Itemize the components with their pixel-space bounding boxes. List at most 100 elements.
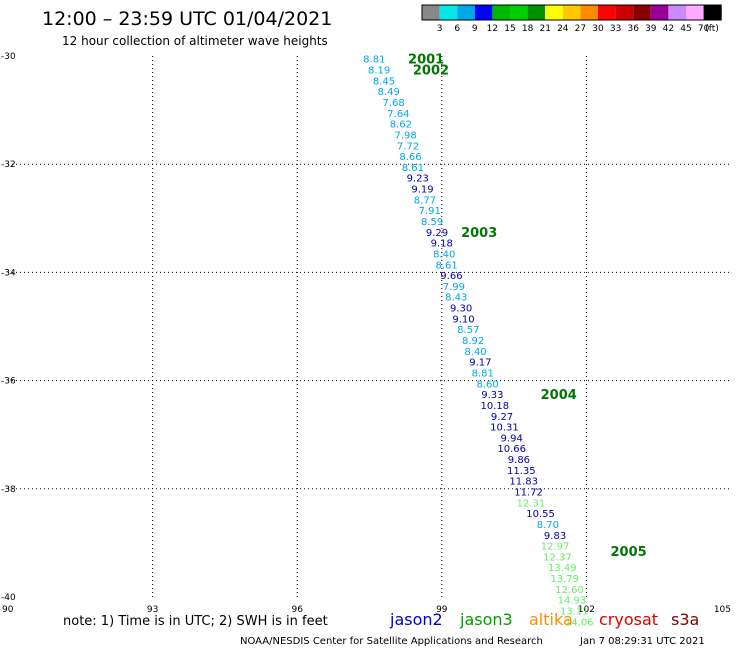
y-tick-label: -30 <box>1 52 16 62</box>
pass-time-label: 2003 <box>461 226 497 241</box>
x-tick-label: 90 <box>2 605 14 615</box>
colorbar-label: 70 <box>698 24 710 34</box>
data-points: 8.818.198.458.497.687.648.627.987.728.66… <box>363 55 593 629</box>
legend-jason2: jason2 <box>389 610 443 629</box>
wave-height-label: 7.99 <box>443 282 465 293</box>
footer-note: note: 1) Time is in UTC; 2) SWH is in fe… <box>63 614 328 629</box>
wave-height-label: 7.98 <box>395 130 417 141</box>
wave-height-label: 9.30 <box>450 304 472 315</box>
wave-height-label: 9.10 <box>452 314 474 325</box>
colorbar-swatch <box>668 5 686 20</box>
colorbar-label: 9 <box>472 24 478 34</box>
wave-height-label: 9.86 <box>508 455 530 466</box>
wave-height-label: 9.29 <box>426 228 448 239</box>
colorbar-unit: (ft) <box>705 24 719 34</box>
x-tick-label: 105 <box>714 605 731 615</box>
wave-height-label: 8.81 <box>363 55 385 66</box>
colorbar-frame <box>421 4 722 21</box>
wave-height-label: 8.40 <box>464 347 486 358</box>
wave-height-label: 12.31 <box>517 498 546 509</box>
colorbar-swatch <box>703 5 722 20</box>
y-tick-label: -38 <box>1 485 16 495</box>
wave-height-label: 11.72 <box>514 488 543 499</box>
wave-height-label: 8.40 <box>433 249 455 260</box>
colorbar-label: 21 <box>539 24 550 34</box>
wave-height-label: 7.68 <box>382 98 404 109</box>
colorbar-swatch <box>492 5 510 20</box>
wave-height-label: 12.60 <box>555 585 584 596</box>
footer-credit: NOAA/NESDIS Center for Satellite Applica… <box>240 636 543 647</box>
pass-time-label: 2005 <box>611 545 647 560</box>
y-tick-label: -40 <box>1 593 16 603</box>
wave-height-label: 7.91 <box>419 206 441 217</box>
wave-height-label: 9.66 <box>440 271 462 282</box>
y-tick-label: -34 <box>1 268 16 278</box>
wave-height-label: 12.97 <box>541 542 570 553</box>
colorbar-swatch <box>686 5 704 20</box>
colorbar-label: 33 <box>610 24 621 34</box>
wave-height-label: 9.23 <box>407 174 429 185</box>
wave-height-label: 9.19 <box>411 185 433 196</box>
wave-height-label: 7.72 <box>397 141 419 152</box>
legend-altika: altika <box>529 610 573 629</box>
wave-height-label: 8.45 <box>373 76 395 87</box>
colorbar-swatch <box>422 5 440 20</box>
colorbar-swatch <box>562 5 581 20</box>
wave-height-label: 8.60 <box>476 379 498 390</box>
wave-height-label: 8.81 <box>472 368 494 379</box>
wave-height-label: 11.83 <box>509 477 538 488</box>
chart-title: 12:00 – 23:59 UTC 01/04/2021 <box>42 8 332 30</box>
wave-height-label: 8.66 <box>399 152 421 163</box>
colorbar-swatch <box>580 5 598 20</box>
x-tick-label: 96 <box>291 605 303 615</box>
wave-height-label: 9.94 <box>501 433 523 444</box>
wave-height-label: 8.19 <box>368 66 390 77</box>
y-tick-label: -32 <box>1 160 16 170</box>
axis-ticks: -30 -32 -34 -36 -38 -40 90 93 96 99 102 105 <box>1 52 731 615</box>
pass-time-label: 2001 <box>408 53 444 68</box>
wave-height-label: 8.49 <box>378 87 400 98</box>
colorbar-label: 24 <box>557 24 569 34</box>
wave-height-label: 8.57 <box>457 325 479 336</box>
wave-height-label: 8.62 <box>390 120 412 131</box>
colorbar-swatch <box>527 5 546 20</box>
wave-height-label: 8.43 <box>445 293 467 304</box>
colorbar-swatch <box>598 5 616 20</box>
colorbar-label: 6 <box>454 24 460 34</box>
wave-height-label: 8.77 <box>414 195 436 206</box>
legend-jason3: jason3 <box>459 610 513 629</box>
pass-time-label: 2002 <box>413 64 449 79</box>
legend-s3a: s3a <box>671 610 699 629</box>
colorbar-swatch <box>457 5 475 20</box>
x-tick-label: 93 <box>147 605 158 615</box>
chart-subtitle: 12 hour collection of altimeter wave hei… <box>62 34 328 48</box>
legend-cryosat: cryosat <box>599 610 658 629</box>
wave-height-label: 14.93 <box>558 596 587 607</box>
wave-height-label: 9.17 <box>469 358 491 369</box>
colorbar-label: 3 <box>437 24 443 34</box>
colorbar-swatch <box>510 5 528 20</box>
colorbar-label: 15 <box>504 24 515 34</box>
wave-height-label: 10.55 <box>526 509 555 520</box>
colorbar-swatch <box>474 5 493 20</box>
colorbar-label: 12 <box>487 24 498 34</box>
satellite-legend: jason2 jason3 altika cryosat s3a <box>389 610 699 629</box>
wave-height-label: 13.79 <box>550 574 579 585</box>
wave-height-label: 10.18 <box>480 401 509 412</box>
wave-height-label: 7.64 <box>387 109 409 120</box>
wave-height-label: 8.61 <box>402 163 424 174</box>
colorbar-swatch <box>650 5 669 20</box>
colorbar-swatch <box>545 5 563 20</box>
footer-timestamp: Jan 7 08:29:31 UTC 2021 <box>579 636 705 647</box>
wave-height-label: 10.66 <box>497 444 526 455</box>
wave-height-label: 8.61 <box>435 260 457 271</box>
colorbar-label: 45 <box>680 24 691 34</box>
wave-height-label: 8.92 <box>462 336 484 347</box>
plot-grid <box>8 56 731 597</box>
wave-height-label: 14.06 <box>565 617 594 628</box>
colorbar-swatch <box>615 5 634 20</box>
colorbar-label: 30 <box>592 24 604 34</box>
colorbar-label: 42 <box>663 24 674 34</box>
